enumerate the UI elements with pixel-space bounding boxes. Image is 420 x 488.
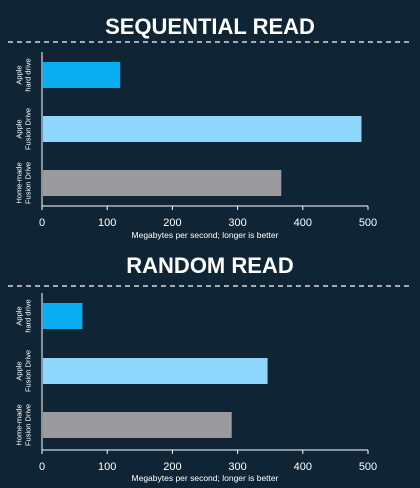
x-tick-label: 500 [359,461,377,473]
chart-title: SEQUENTIAL READ [105,14,315,39]
category-label: Home-madeFusion Drive [15,162,33,204]
category-label: AppleFusion Drive [15,108,33,150]
x-tick-label: 100 [98,217,116,229]
category-label: Applehard drive [15,299,33,332]
x-tick-label: 200 [163,217,181,229]
plot-area: 0 100 200 300 400 500 Applehard drive AppleFusi… [15,293,377,473]
plot-area: 0 100 200 300 400 500 Applehard drive AppleFusi… [15,52,377,229]
x-tick-label: 100 [98,461,116,473]
category-label: Applehard drive [15,58,33,91]
chart-sequential-read: SEQUENTIAL READ 0 100 200 300 400 500 Applehar… [8,14,412,240]
x-tick-label: 400 [294,217,312,229]
bar [43,62,121,88]
bar [43,358,268,384]
chart-title: RANDOM READ [126,253,293,278]
x-tick-label: 0 [39,461,45,473]
x-tick-label: 300 [228,461,246,473]
bar [43,412,232,438]
x-axis-label: Megabytes per second; longer is better [132,473,279,483]
category-label: AppleFusion Drive [15,350,33,392]
chart-random-read: RANDOM READ 0 100 200 300 400 500 Applehard dr… [8,253,412,483]
x-tick-label: 500 [359,217,377,229]
category-label: Home-madeFusion Drive [15,404,33,446]
x-tick-label: 200 [163,461,181,473]
bar [43,116,362,142]
bar [43,170,282,196]
x-tick-label: 300 [228,217,246,229]
bar [43,303,83,329]
x-tick-label: 400 [294,461,312,473]
x-axis-label: Megabytes per second; longer is better [132,230,279,240]
x-tick-label: 0 [39,217,45,229]
